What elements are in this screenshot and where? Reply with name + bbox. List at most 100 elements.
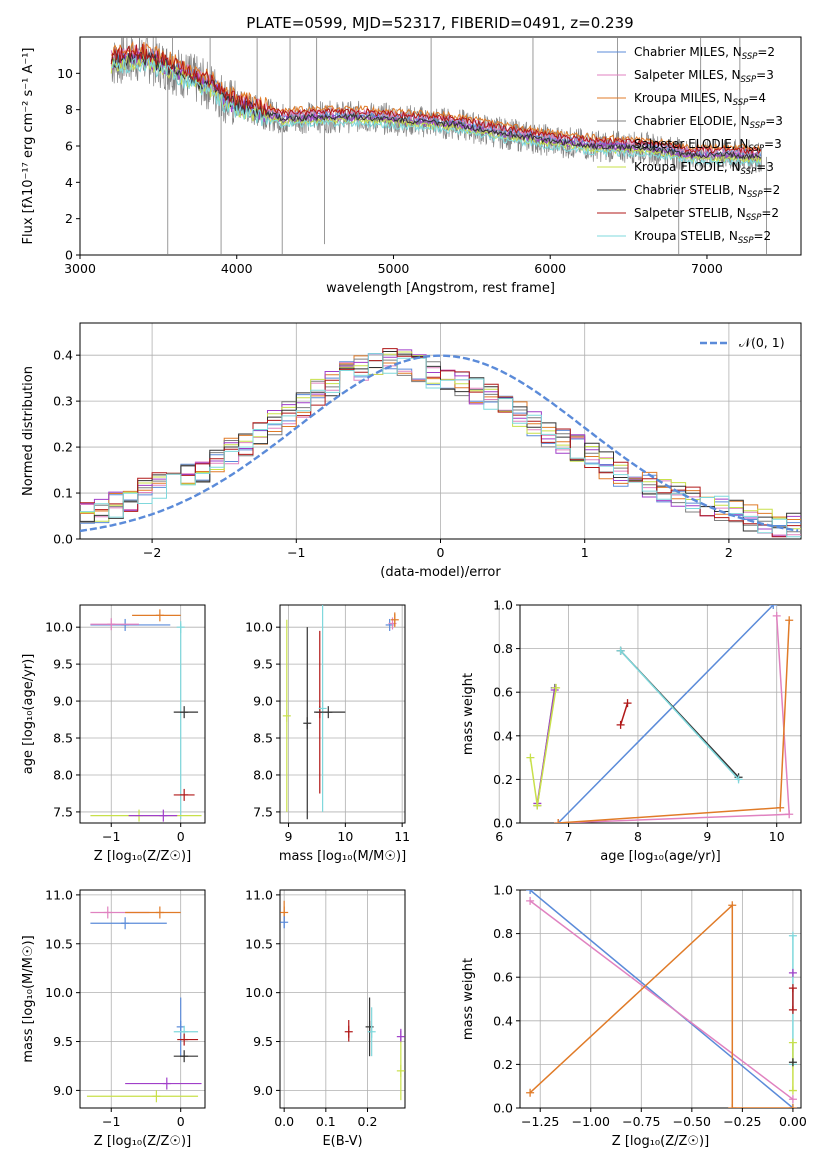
mass-vs-z-ytick-label: 9.0 <box>53 1083 73 1098</box>
weight-vs-z-ytick-label: 0.2 <box>493 1057 513 1072</box>
weight-vs-z-ylabel: mass weight <box>461 958 476 1040</box>
age-vs-z-frame <box>79 604 206 824</box>
spectrum-xtick-label: 3000 <box>64 261 96 276</box>
weight-marker <box>728 1104 737 1108</box>
weight-marker <box>526 896 535 905</box>
weight-vs-z-xtick-label: −0.50 <box>673 1114 711 1129</box>
weight-marker <box>526 1088 535 1097</box>
age-vs-mass-xtick-label: 10 <box>337 829 353 844</box>
mass-vs-ebv-xtick-label: 0.0 <box>274 1114 294 1129</box>
weight-line <box>619 702 629 726</box>
mass-vs-z-points <box>86 906 202 1103</box>
weight-line <box>558 615 790 823</box>
mass-vs-ebv-ytick-label: 10.0 <box>245 985 273 1000</box>
weight-marker <box>788 1086 797 1095</box>
weight-vs-age-axes: 6 7 8 9 10 0.0 0.2 0.4 0.6 0.8 1.0 age [log₁₀(age/y… <box>461 598 802 864</box>
mass-vs-z-ylabel: mass [log₁₀(M/M☉)] <box>21 935 36 1062</box>
legend-entry: Kroupa ELODIE, NSSP=3 <box>634 160 774 177</box>
residuals-xtick-label: 2 <box>725 545 733 560</box>
spectrum-xlabel: wavelength [Angstrom, rest frame] <box>326 281 555 296</box>
weight-marker <box>788 931 797 940</box>
mass-vs-z-frame <box>79 889 206 1109</box>
weight-vs-z-xlabel: Z [log₁₀(Z/Z☉)] <box>612 1134 709 1149</box>
legend-entry: Salpeter MILES, NSSP=3 <box>634 68 774 85</box>
age-vs-mass-axes: 9 10 11 7.5 8.0 8.5 9.0 9.5 10.0 mass [log₁₀(M/M☉… <box>245 604 410 864</box>
residuals-legend: 𝒩(0, 1) <box>700 335 785 350</box>
weight-marker <box>776 803 785 812</box>
residuals-ytick-label: 0.4 <box>53 348 73 363</box>
residuals-ytick-label: 0.0 <box>53 532 73 547</box>
age-vs-mass-ytick-label: 8.5 <box>253 731 273 746</box>
spectrum-ytick-label: 2 <box>65 211 73 226</box>
weight-vs-age-ytick-label: 0.4 <box>493 728 513 743</box>
age-vs-z-xtick-label: −1 <box>102 829 120 844</box>
legend-entry: Salpeter ELODIE, NSSP=3 <box>634 137 782 154</box>
mass-vs-ebv-xtick-label: 0.1 <box>316 1114 336 1129</box>
weight-vs-z-xtick-label: −1.00 <box>572 1114 610 1129</box>
legend-entry: Kroupa STELIB, NSSP=2 <box>634 229 771 246</box>
weight-marker <box>788 1095 797 1104</box>
age-vs-z-xtick-label: 0 <box>177 829 185 844</box>
weight-marker <box>788 968 797 977</box>
weight-vs-z-ytick-label: 0.4 <box>493 1013 513 1028</box>
age-vs-z-axes: −1 0 7.5 8.0 8.5 9.0 9.5 10.0 Z [log₁₀(Z/Z☉)] age… <box>21 604 206 864</box>
weight-vs-z-xtick-label: −0.75 <box>622 1114 660 1129</box>
spectrum-xtick-label: 4000 <box>221 261 253 276</box>
age-vs-z-ytick-label: 7.5 <box>53 804 73 819</box>
residuals-xtick-label: −1 <box>287 545 305 560</box>
spectrum-ytick-label: 10 <box>57 66 73 81</box>
spectrum-xtick-label: 6000 <box>534 261 566 276</box>
age-vs-z-xlabel: Z [log₁₀(Z/Z☉)] <box>94 849 191 864</box>
weight-marker <box>769 605 778 609</box>
weight-marker <box>554 819 563 823</box>
mass-vs-z-ytick-label: 11.0 <box>45 887 73 902</box>
weight-vs-z-ytick-label: 0.6 <box>493 970 513 985</box>
weight-marker <box>788 1058 797 1067</box>
weight-line <box>529 903 793 1108</box>
mass-vs-ebv-xlabel: E(B-V) <box>322 1134 362 1149</box>
weight-vs-age-xtick-label: 10 <box>769 829 785 844</box>
mass-vs-z-ytick-label: 9.5 <box>53 1034 73 1049</box>
weight-marker <box>616 720 625 729</box>
weight-vs-age-ytick-label: 0.8 <box>493 641 513 656</box>
spectrum-ylabel: Flux [fλ10⁻¹⁷ erg cm⁻² s⁻¹ A⁻¹] <box>21 48 36 245</box>
weight-vs-age-ytick-label: 0.2 <box>493 772 513 787</box>
weight-vs-age-ytick-label: 0.0 <box>493 816 513 831</box>
residuals-ylabel: Normed distribution <box>21 366 36 496</box>
legend-entry: Chabrier MILES, NSSP=2 <box>634 45 775 62</box>
residuals-xtick-label: 0 <box>437 545 445 560</box>
mass-vs-z-axes: −1 0 9.0 9.5 10.0 10.5 11.0 Z [log₁₀(Z/Z☉)] mass… <box>21 887 206 1149</box>
weight-line <box>529 900 794 1100</box>
age-vs-z-ytick-label: 8.5 <box>53 731 73 746</box>
weight-marker <box>552 683 561 692</box>
age-vs-mass-points <box>282 605 399 820</box>
mass-vs-z-xtick-label: 0 <box>177 1114 185 1129</box>
residuals-series <box>80 348 801 538</box>
age-vs-z-ytick-label: 9.0 <box>53 694 73 709</box>
legend-entry: Chabrier STELIB, NSSP=2 <box>634 183 780 200</box>
normal-curve <box>80 354 799 533</box>
weight-marker <box>616 646 625 655</box>
weight-vs-z-series <box>526 890 797 1108</box>
age-vs-z-ytick-label: 8.0 <box>53 767 73 782</box>
spectrum-series <box>110 37 767 255</box>
weight-vs-z-xtick-label: −0.25 <box>723 1114 761 1129</box>
residual-histogram <box>80 348 801 538</box>
weight-marker <box>526 890 535 894</box>
residual-histogram <box>80 353 801 538</box>
age-vs-z-ylabel: age [log₁₀(age/yr)] <box>21 654 36 775</box>
weight-marker <box>734 775 743 784</box>
weight-marker <box>785 810 794 819</box>
spectrum-ytick-label: 4 <box>65 175 73 190</box>
weight-marker <box>623 699 632 708</box>
legend-entry: Chabrier ELODIE, NSSP=3 <box>634 114 783 131</box>
residuals-xlabel: (data-model)/error <box>380 565 501 580</box>
residuals-xtick-label: 1 <box>581 545 589 560</box>
age-vs-z-ytick-label: 10.0 <box>45 620 73 635</box>
mass-vs-ebv-points <box>280 900 405 1101</box>
weight-line <box>529 890 794 1108</box>
weight-vs-age-xtick-label: 7 <box>565 829 573 844</box>
weight-vs-z-ytick-label: 0.8 <box>493 926 513 941</box>
weight-vs-age-xlabel: age [log₁₀(age/yr)] <box>600 849 721 864</box>
weight-marker <box>788 1038 797 1047</box>
